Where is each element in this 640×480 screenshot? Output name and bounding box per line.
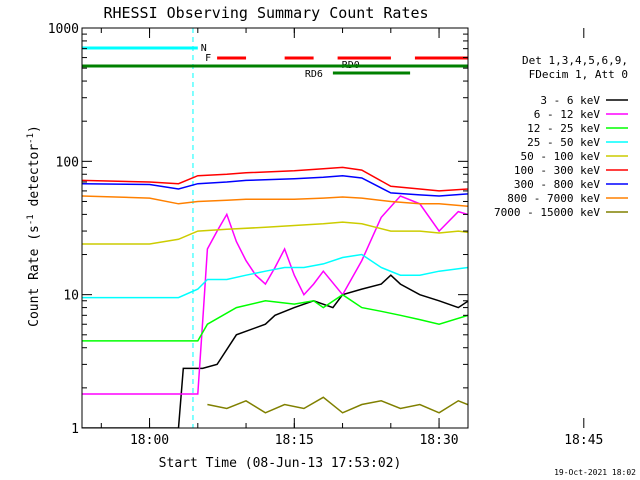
legend-label-100-300-kev: 100 - 300 keV bbox=[514, 164, 600, 177]
plot-timestamp: 19-Oct-2021 18:02 bbox=[554, 468, 636, 477]
flag-label-n: N bbox=[201, 43, 207, 54]
series-3-6-kev bbox=[82, 274, 468, 428]
series-100-300-kev bbox=[82, 166, 468, 192]
y-tick-label-10: 10 bbox=[63, 289, 79, 304]
legend-label-7000-15000-kev: 7000 - 15000 keV bbox=[494, 206, 600, 219]
x-axis-label: Start Time (08-Jun-13 17:53:02) bbox=[159, 456, 402, 471]
legend-header-line-1: Det 1,3,4,5,6,9, bbox=[522, 54, 628, 67]
legend-label-50-100-kev: 50 - 100 keV bbox=[521, 150, 601, 163]
series-12-25-kev bbox=[82, 293, 468, 342]
series-7000-15000-kev bbox=[207, 396, 468, 414]
series-6-12-kev bbox=[82, 195, 468, 395]
chart-title: RHESSI Observing Summary Count Rates bbox=[103, 4, 428, 22]
series-800-7000-kev bbox=[82, 195, 468, 208]
legend-label-3-6-kev: 3 - 6 keV bbox=[540, 94, 600, 107]
plot-frame bbox=[81, 27, 469, 429]
legend-label-800-7000-kev: 800 - 7000 keV bbox=[507, 192, 600, 205]
y-tick-label-1: 1 bbox=[71, 422, 79, 437]
y-tick-label-100: 100 bbox=[56, 155, 79, 170]
x-tick-label-18-00: 18:00 bbox=[130, 433, 169, 448]
plot-area: NFRD0RD6110100100018:0018:1518:3018:4519… bbox=[48, 22, 604, 448]
x-tick-label-18-45: 18:45 bbox=[564, 433, 603, 448]
flag-label-f: F bbox=[205, 53, 211, 64]
x-tick-label-18-15: 18:15 bbox=[275, 433, 314, 448]
series-300-800-kev bbox=[82, 174, 468, 197]
y-tick-label-1000: 1000 bbox=[48, 22, 79, 37]
series-25-50-kev bbox=[82, 253, 468, 299]
legend-label-25-50-kev: 25 - 50 keV bbox=[527, 136, 600, 149]
legend-label-300-800-kev: 300 - 800 keV bbox=[514, 178, 600, 191]
legend-label-12-25-kev: 12 - 25 keV bbox=[527, 122, 600, 135]
y-axis-label: Count Rate (s-1 detector-1) bbox=[26, 125, 42, 327]
series-50-100-kev bbox=[82, 221, 468, 245]
x-tick-label-18-30: 18:30 bbox=[419, 433, 458, 448]
legend-label-6-12-kev: 6 - 12 keV bbox=[534, 108, 601, 121]
flag-label-rd6: RD6 bbox=[305, 69, 323, 80]
legend-header-line-2: FDecim 1, Att 0 bbox=[529, 68, 628, 81]
